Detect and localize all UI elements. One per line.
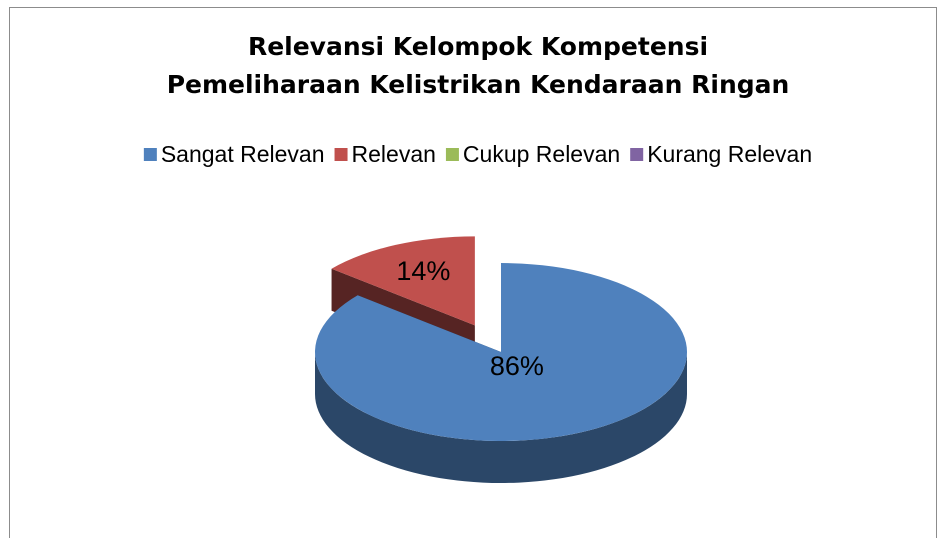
legend-label: Kurang Relevan: [647, 141, 812, 167]
pie-slice: [314, 263, 687, 441]
legend-swatch: [630, 148, 644, 161]
legend-label: Sangat Relevan: [161, 141, 325, 167]
legend-swatch: [334, 148, 348, 161]
chart-title: Relevansi Kelompok Kompetensi: [248, 32, 708, 61]
legend-swatch: [143, 148, 157, 161]
pie-slice-side: [315, 352, 687, 483]
pie-slice: [331, 236, 475, 326]
chart-title: Pemeliharaan Kelistrikan Kendaraan Ringa…: [167, 70, 790, 99]
legend-swatch: [445, 148, 459, 161]
data-label: 14%: [396, 256, 450, 286]
data-label: 86%: [490, 351, 544, 381]
legend-label: Cukup Relevan: [463, 141, 620, 167]
legend-label: Relevan: [352, 141, 436, 167]
